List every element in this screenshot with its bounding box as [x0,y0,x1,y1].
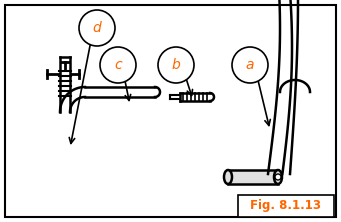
Circle shape [232,47,268,83]
Text: b: b [172,58,180,72]
Text: c: c [114,58,122,72]
Ellipse shape [224,170,232,184]
Circle shape [275,174,281,180]
Text: d: d [93,21,101,35]
Text: Fig. 8.1.13: Fig. 8.1.13 [251,200,322,212]
Circle shape [100,47,136,83]
Bar [238,195,334,217]
Circle shape [158,47,194,83]
Text: a: a [246,58,254,72]
Circle shape [79,10,115,46]
Ellipse shape [274,170,282,184]
